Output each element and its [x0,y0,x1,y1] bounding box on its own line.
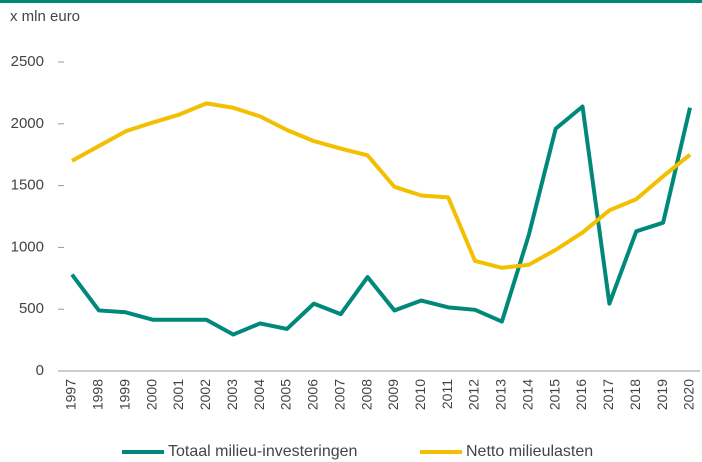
legend-label: Netto milieulasten [466,443,593,460]
x-tick-label: 1997 [63,379,79,410]
x-tick-label: 2020 [681,379,697,410]
x-tick-label: 2011 [439,379,455,409]
y-axis-label: x mln euro [10,8,80,25]
y-tick-label: 2000 [11,115,44,132]
top-border [0,0,702,3]
x-tick-label: 2002 [197,379,213,410]
x-tick-label: 2003 [224,379,240,410]
legend-label: Totaal milieu-investeringen [168,443,357,460]
x-tick-label: 2012 [466,379,482,410]
x-tick-label: 2001 [170,379,186,410]
y-tick-label: 2500 [11,53,44,70]
x-tick-label: 2010 [412,379,428,410]
x-tick-label: 1998 [90,379,106,410]
x-tick-label: 2018 [627,379,643,410]
series-line [70,104,692,337]
x-tick-label: 2009 [385,379,401,410]
x-tick-label: 2007 [331,379,347,410]
y-tick-label: 1000 [11,238,44,255]
y-tick-label: 0 [36,362,44,379]
x-tick-label: 2005 [278,379,294,410]
x-tick-label: 2006 [305,379,321,410]
x-tick-label: 2000 [143,379,159,410]
x-tick-label: 2008 [358,379,374,410]
series-line [71,101,692,270]
y-tick-label: 500 [19,300,44,317]
x-tick-label: 2004 [251,379,267,410]
y-tick-label: 1500 [11,177,44,194]
x-tick-label: 2015 [546,379,562,410]
x-tick-label: 1999 [116,379,132,410]
x-tick-label: 2016 [573,379,589,410]
x-tick-label: 2017 [600,379,616,410]
x-tick-label: 2013 [493,379,509,410]
x-tick-label: 2014 [519,379,535,410]
x-tick-label: 2019 [654,379,670,410]
